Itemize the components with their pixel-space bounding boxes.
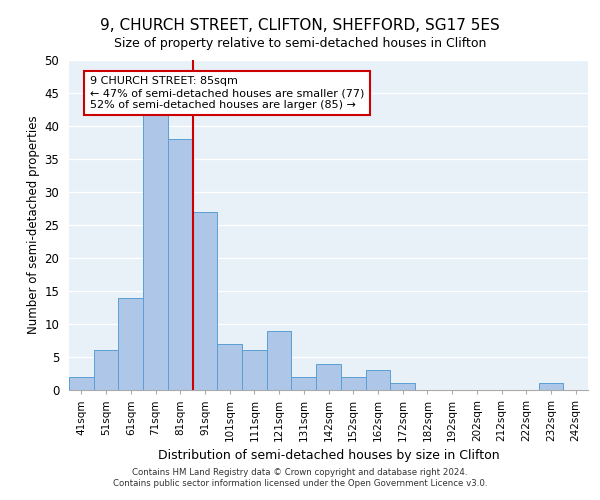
Bar <box>292 377 316 390</box>
Bar <box>118 298 143 390</box>
Bar <box>267 330 292 390</box>
Bar <box>316 364 341 390</box>
Text: 9 CHURCH STREET: 85sqm
← 47% of semi-detached houses are smaller (77)
52% of sem: 9 CHURCH STREET: 85sqm ← 47% of semi-det… <box>90 76 364 110</box>
Text: Size of property relative to semi-detached houses in Clifton: Size of property relative to semi-detach… <box>114 38 486 51</box>
Bar <box>365 370 390 390</box>
Bar <box>242 350 267 390</box>
Bar <box>143 113 168 390</box>
Text: Contains HM Land Registry data © Crown copyright and database right 2024.
Contai: Contains HM Land Registry data © Crown c… <box>113 468 487 487</box>
Bar <box>168 139 193 390</box>
Bar <box>69 377 94 390</box>
Bar <box>539 384 563 390</box>
Bar <box>390 384 415 390</box>
Bar <box>341 377 365 390</box>
Bar <box>94 350 118 390</box>
Text: 9, CHURCH STREET, CLIFTON, SHEFFORD, SG17 5ES: 9, CHURCH STREET, CLIFTON, SHEFFORD, SG1… <box>100 18 500 32</box>
Bar <box>193 212 217 390</box>
Bar <box>217 344 242 390</box>
X-axis label: Distribution of semi-detached houses by size in Clifton: Distribution of semi-detached houses by … <box>158 450 499 462</box>
Y-axis label: Number of semi-detached properties: Number of semi-detached properties <box>27 116 40 334</box>
